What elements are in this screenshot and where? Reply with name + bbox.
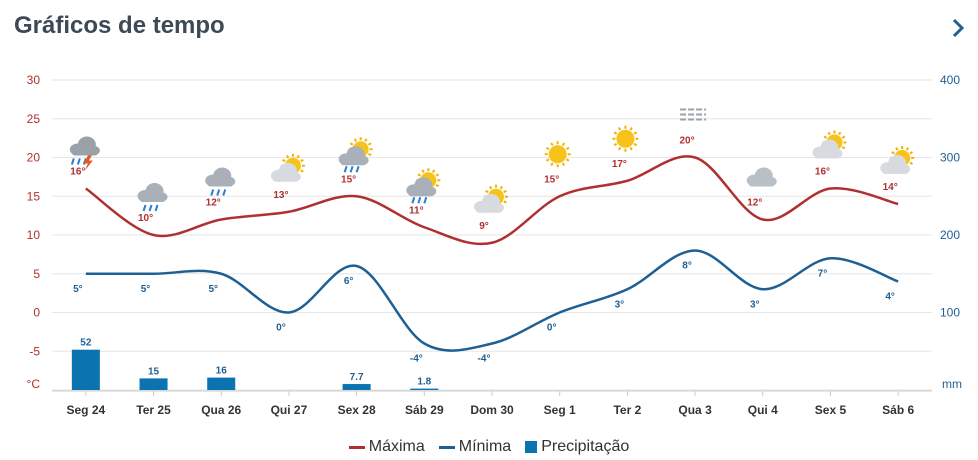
min-data-label: 7° — [818, 268, 828, 279]
y-left-tick-label: 5 — [33, 267, 40, 281]
y-right-unit: mm — [942, 377, 962, 391]
legend-label-min: Mínima — [458, 438, 512, 455]
min-data-label: 5° — [141, 284, 151, 295]
min-data-label: 3° — [750, 299, 760, 310]
precip-bar — [410, 388, 439, 390]
y-left-tick-label: -5 — [29, 344, 40, 358]
legend-label-precip: Precipitação — [541, 438, 630, 455]
max-data-label: 17° — [612, 159, 627, 170]
precip-bar — [342, 384, 371, 390]
min-data-label: 8° — [682, 261, 692, 272]
x-axis: Seg 24 Ter 25 Qua 26 Qui 27 Sex 28 Sáb 29 Dom … — [52, 390, 932, 417]
partly-sunny-icon — [270, 153, 305, 182]
legend-swatch-max — [348, 445, 365, 449]
precip-bar — [207, 377, 236, 390]
precipitation-bars — [71, 349, 439, 390]
min-data-label: 3° — [615, 299, 625, 310]
x-tick-label: Sex 5 — [815, 403, 847, 417]
max-data-label: 14° — [883, 182, 898, 193]
legend-swatch-precip — [525, 441, 538, 453]
max-data-label: 15° — [544, 174, 559, 185]
sun-icon — [544, 141, 571, 168]
sun-icon — [612, 125, 639, 152]
min-data-label: 0° — [547, 323, 557, 334]
storm-rain-icon — [69, 136, 100, 171]
sun-rain-icon — [338, 137, 373, 173]
legend-item-precip[interactable]: Precipitação — [525, 438, 629, 456]
max-data-label: 12° — [206, 198, 221, 209]
chevron-right-icon[interactable] — [946, 16, 970, 40]
max-data-label: 13° — [273, 190, 288, 201]
rain-icon — [205, 167, 236, 196]
x-tick-label: Qua 3 — [678, 403, 712, 417]
min-data-label: -4° — [410, 354, 423, 365]
partly-sunny-icon — [812, 130, 847, 159]
y-right-tick-label: 400 — [940, 73, 960, 87]
y-left-tick-label: 0 — [33, 306, 40, 320]
x-tick-label: Qui 27 — [271, 403, 308, 417]
legend: Máxima Mínima Precipitação — [0, 438, 978, 456]
y-left-tick-label: 30 — [27, 73, 41, 87]
x-tick-label: Seg 1 — [544, 403, 576, 417]
max-data-label: 11° — [409, 205, 424, 216]
x-tick-label: Qua 26 — [201, 403, 241, 417]
precip-bar — [71, 349, 100, 390]
x-tick-label: Sáb 29 — [405, 403, 444, 417]
page-title: Gráficos de tempo — [14, 12, 225, 39]
min-data-label: 0° — [276, 323, 286, 334]
max-data-label: 16° — [815, 167, 830, 178]
x-tick-label: Dom 30 — [470, 403, 514, 417]
min-data-label: 5° — [208, 284, 218, 295]
x-tick-label: Sex 28 — [338, 403, 376, 417]
cloudy-icon — [746, 167, 777, 187]
y-left-tick-label: 10 — [27, 228, 41, 242]
max-data-label: 20° — [680, 136, 695, 147]
weather-icons — [69, 108, 915, 213]
precip-data-label: 16 — [216, 366, 228, 377]
precip-data-label: 52 — [80, 338, 92, 349]
y-left-tick-label: 20 — [27, 151, 41, 165]
rain-icon — [137, 183, 168, 212]
weather-chart: 30 25 20 15 10 5 0 -5 °C 400 300 200 100 mm 52 15 16 7.7… — [27, 73, 962, 417]
legend-item-min[interactable]: Mínima — [438, 438, 512, 456]
grid-lines — [52, 79, 932, 391]
x-tick-label: Ter 2 — [613, 403, 641, 417]
legend-item-max[interactable]: Máxima — [348, 438, 425, 456]
x-tick-label: Qui 4 — [748, 403, 778, 417]
min-data-label: 5° — [73, 284, 83, 295]
x-tick-label: Sáb 6 — [882, 403, 914, 417]
sun-rain-icon — [406, 168, 441, 204]
max-data-label: 15° — [341, 174, 356, 185]
max-data-label: 16° — [70, 167, 85, 178]
min-series-line — [85, 249, 899, 352]
x-tick-label: Seg 24 — [66, 403, 105, 417]
precip-data-label: 1.8 — [417, 377, 431, 388]
precip-data-label: 15 — [148, 366, 160, 377]
max-data-label: 12° — [747, 198, 762, 209]
y-right-tick-label: 200 — [940, 228, 960, 242]
precip-data-label: 7.7 — [350, 372, 364, 383]
min-data-label: 4° — [885, 292, 895, 303]
precip-bar — [139, 378, 168, 390]
legend-swatch-min — [438, 445, 455, 449]
x-tick-label: Ter 25 — [136, 403, 171, 417]
y-left-tick-label: 25 — [27, 112, 41, 126]
max-series-line — [85, 155, 899, 246]
max-data-label: 9° — [479, 221, 489, 232]
min-data-label: 6° — [344, 276, 354, 287]
partly-sunny-icon — [474, 184, 508, 213]
max-data-label: 10° — [138, 213, 153, 224]
y-right-tick-label: 300 — [940, 151, 960, 165]
y-left-tick-label: 15 — [27, 189, 41, 203]
partly-sunny-icon — [880, 146, 915, 174]
y-right-tick-label: 100 — [940, 306, 960, 320]
legend-label-max: Máxima — [368, 438, 425, 455]
fog-icon — [680, 108, 707, 121]
data-labels: 52 15 16 7.7 1.8 16° 10° 12° 13° 15° 11° 9° 15° 17° 20… — [70, 136, 897, 388]
axis-ticks: 30 25 20 15 10 5 0 -5 °C 400 300 200 100 mm — [27, 73, 962, 391]
y-left-unit: °C — [27, 377, 41, 391]
temperature-lines — [85, 155, 899, 352]
min-data-label: -4° — [478, 354, 491, 365]
